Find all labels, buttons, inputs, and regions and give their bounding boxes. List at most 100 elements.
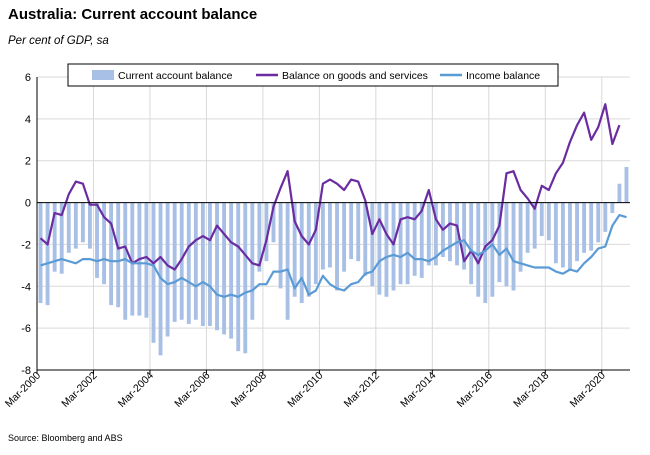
bar	[363, 202, 368, 276]
x-tick-label: Mar-2020	[568, 370, 608, 410]
bar	[285, 202, 290, 320]
bar	[328, 202, 332, 268]
bar	[172, 202, 177, 322]
bar	[102, 202, 107, 285]
legend-box	[67, 63, 559, 87]
y-tick-label: -4	[21, 281, 31, 293]
y-tick-label: -6	[21, 323, 31, 335]
legend-swatch	[92, 70, 114, 80]
bar	[236, 202, 241, 352]
bar	[271, 202, 276, 243]
bar	[560, 202, 565, 268]
bar	[525, 202, 530, 253]
bar	[73, 202, 78, 249]
series-line	[40, 214, 627, 298]
x-tick-label: Mar-2014	[398, 370, 438, 410]
x-tick-label: Mar-2008	[229, 370, 269, 410]
y-tick-label: 0	[25, 198, 31, 210]
bar	[59, 202, 64, 274]
bar	[116, 202, 121, 308]
bar	[596, 202, 601, 243]
bar	[377, 202, 382, 295]
bar	[179, 202, 184, 320]
series-line	[39, 103, 621, 271]
x-tick-label: Mar-2006	[172, 370, 212, 410]
bar	[229, 202, 234, 339]
bar	[419, 202, 424, 278]
y-tick-label: 6	[25, 72, 31, 84]
legend-label: Income balance	[466, 70, 540, 82]
x-tick-label: Mar-2004	[116, 370, 156, 410]
bar	[144, 202, 149, 318]
bar	[38, 202, 43, 304]
bar	[88, 202, 92, 249]
legend-label: Balance on goods and services	[282, 70, 428, 82]
bar	[426, 202, 431, 266]
bar	[356, 202, 361, 262]
bar	[370, 202, 375, 287]
bar	[109, 202, 114, 306]
x-tick-label: Mar-2018	[511, 370, 551, 410]
bar	[335, 202, 339, 291]
x-tick-label: Mar-2012	[342, 370, 382, 410]
bar	[589, 202, 594, 251]
x-tick-label: Mar-2010	[285, 370, 325, 410]
bar	[52, 202, 57, 272]
bar	[250, 202, 255, 320]
bar	[504, 202, 509, 287]
bar	[476, 202, 481, 297]
bar	[391, 202, 396, 291]
bar	[455, 202, 459, 266]
x-tick-label: Mar-2016	[455, 370, 495, 410]
bar	[497, 202, 502, 283]
bar	[130, 202, 135, 316]
bar	[610, 202, 615, 214]
bar	[575, 202, 579, 262]
bar	[462, 202, 467, 270]
y-tick-label: 2	[25, 156, 31, 168]
x-tick-label: Mar-2002	[59, 370, 99, 410]
legend-label: Current account balance	[118, 70, 233, 82]
bar	[518, 202, 523, 272]
bar	[45, 202, 50, 306]
bar	[433, 202, 438, 266]
bar	[193, 202, 198, 320]
bar	[278, 202, 283, 289]
legend: Current account balance Balance on goods …	[67, 63, 559, 87]
bar	[222, 202, 227, 335]
bar	[405, 202, 410, 285]
bar	[165, 202, 170, 337]
bar	[342, 202, 347, 272]
bar	[66, 202, 71, 253]
bar	[539, 202, 544, 237]
bar	[448, 202, 452, 262]
bar	[208, 202, 212, 327]
y-tick-label: 4	[25, 114, 31, 126]
bar	[151, 202, 156, 343]
bar	[264, 202, 269, 262]
bar	[320, 202, 325, 270]
bar	[546, 202, 551, 241]
bar	[553, 202, 558, 264]
bar	[617, 183, 622, 203]
bar	[299, 202, 304, 304]
chart-title: Australia: Current account balance	[8, 6, 258, 23]
bar	[123, 202, 128, 320]
bar	[603, 202, 608, 232]
chart-subtitle: Per cent of GDP, sa	[8, 35, 109, 47]
bar	[200, 202, 205, 327]
bar	[490, 202, 495, 297]
bar	[186, 202, 191, 324]
bar-series	[38, 166, 629, 356]
bar	[532, 202, 537, 249]
bar	[215, 202, 219, 331]
bar	[95, 202, 99, 278]
bar	[80, 202, 85, 243]
bar	[483, 202, 488, 304]
bar	[349, 202, 354, 260]
bar	[384, 202, 389, 297]
bar	[624, 166, 629, 203]
bar	[398, 202, 403, 285]
bar	[568, 202, 572, 270]
